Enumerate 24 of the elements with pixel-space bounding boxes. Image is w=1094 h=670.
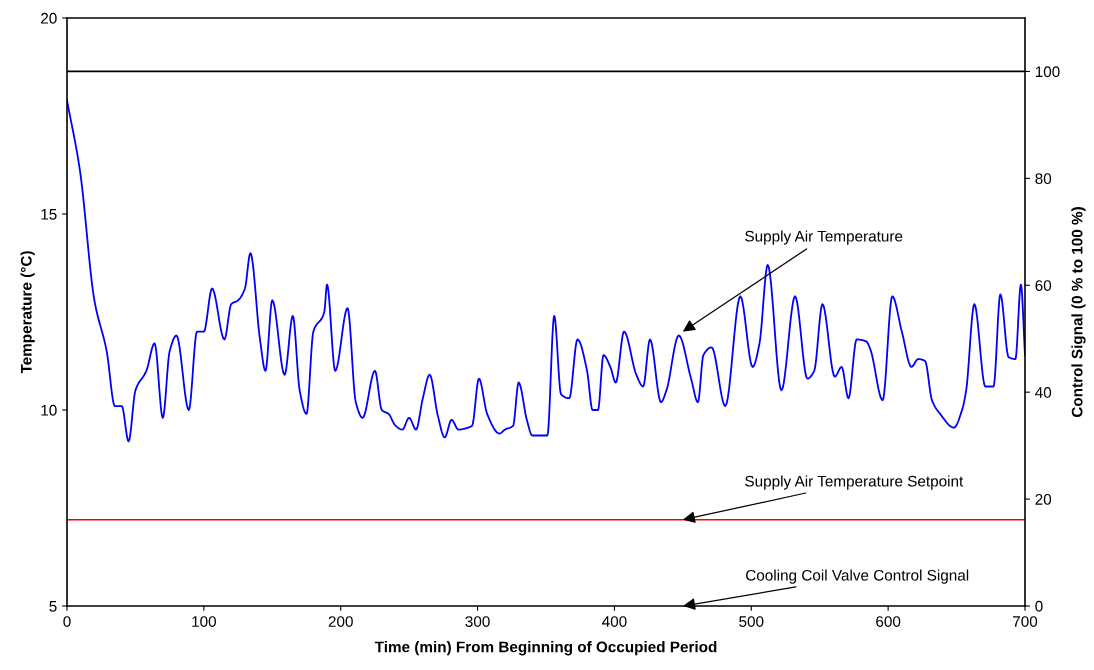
y-tick-label: 15 <box>41 209 57 220</box>
y2-tick-label: 100 <box>1035 66 1060 78</box>
x-tick-label: 700 <box>1013 616 1038 627</box>
x-tick-label: 400 <box>602 616 627 627</box>
x-tick-label: 0 <box>63 616 71 627</box>
y2-tick-label: 40 <box>1035 387 1052 398</box>
y-axis-title: Temperature (°C) <box>20 251 35 374</box>
y2-tick-label: 0 <box>1035 600 1043 612</box>
x-tick-label: 200 <box>328 616 353 627</box>
annotation: Cooling Coil Valve Control Signal <box>746 569 969 584</box>
x-tick-label: 500 <box>739 616 764 627</box>
x-tick-label: 100 <box>192 616 217 627</box>
annotation: Supply Air Temperature <box>745 230 903 245</box>
y2-axis-title: Control Signal (0 % to 100 %) <box>1071 207 1086 418</box>
x-tick-label: 300 <box>465 616 490 627</box>
y2-tick-label: 60 <box>1035 280 1052 291</box>
annotation: Supply Air Temperature Setpoint <box>745 475 964 490</box>
x-axis-title: Time (min) From Beginning of Occupied Period <box>374 641 717 656</box>
y-tick-label: 20 <box>41 12 57 24</box>
y-tick-label: 10 <box>41 404 57 416</box>
y-tick-label: 5 <box>49 601 57 612</box>
y2-tick-label: 20 <box>1035 493 1052 505</box>
y2-tick-label: 80 <box>1035 173 1052 185</box>
x-tick-label: 600 <box>876 616 901 627</box>
